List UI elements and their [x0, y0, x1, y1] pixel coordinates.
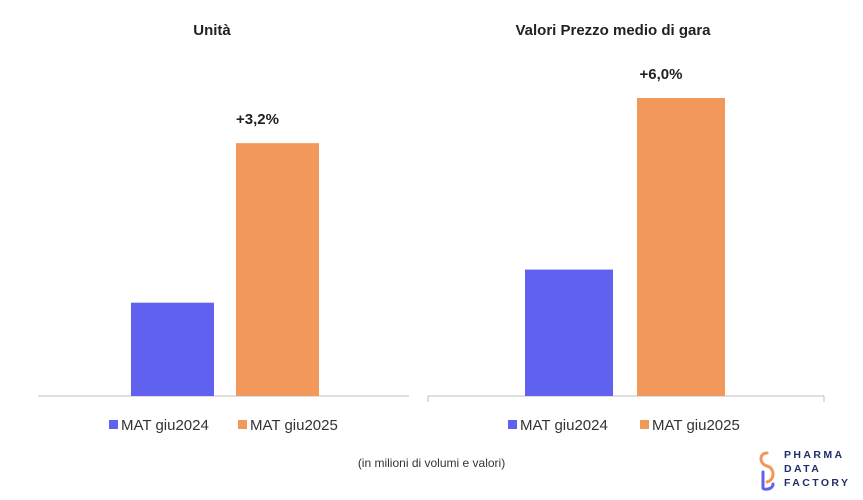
legend-label: MAT giu2025	[250, 417, 338, 434]
legend-label: MAT giu2025	[652, 417, 740, 434]
chart-title: Valori Prezzo medio di gara	[515, 22, 711, 39]
footnote: (in milioni di volumi e valori)	[357, 456, 506, 470]
legend-swatch-mat-giu2025	[640, 420, 649, 429]
legend: MAT giu2024 MAT giu2025	[109, 417, 338, 434]
legend-label: MAT giu2024	[520, 417, 608, 434]
bar-mat-giu2024	[131, 302, 214, 396]
bar-mat-giu2025	[236, 143, 319, 396]
bar-mat-giu2025	[637, 98, 725, 396]
legend-swatch-mat-giu2024	[109, 420, 118, 429]
logo-text-line1: PHARMA	[784, 449, 845, 461]
bar-mat-giu2024	[525, 269, 613, 396]
logo-text-line2: DATA	[784, 463, 822, 475]
legend: MAT giu2024 MAT giu2025	[508, 417, 740, 434]
chart-unita: Unità +3,2% MAT giu2024 MAT giu2025	[38, 22, 409, 434]
legend-swatch-mat-giu2024	[508, 420, 517, 429]
pharma-data-factory-logo: PHARMA DATA FACTORY	[754, 447, 854, 495]
delta-label: +6,0%	[640, 66, 683, 83]
chart-valori: Valori Prezzo medio di gara +6,0% MAT gi…	[427, 22, 825, 434]
legend-swatch-mat-giu2025	[238, 420, 247, 429]
chart-title: Unità	[193, 22, 231, 39]
logo-text-line3: FACTORY	[784, 477, 851, 489]
legend-label: MAT giu2024	[121, 417, 209, 434]
logo-mark-icon	[759, 451, 775, 491]
delta-label: +3,2%	[236, 111, 279, 128]
